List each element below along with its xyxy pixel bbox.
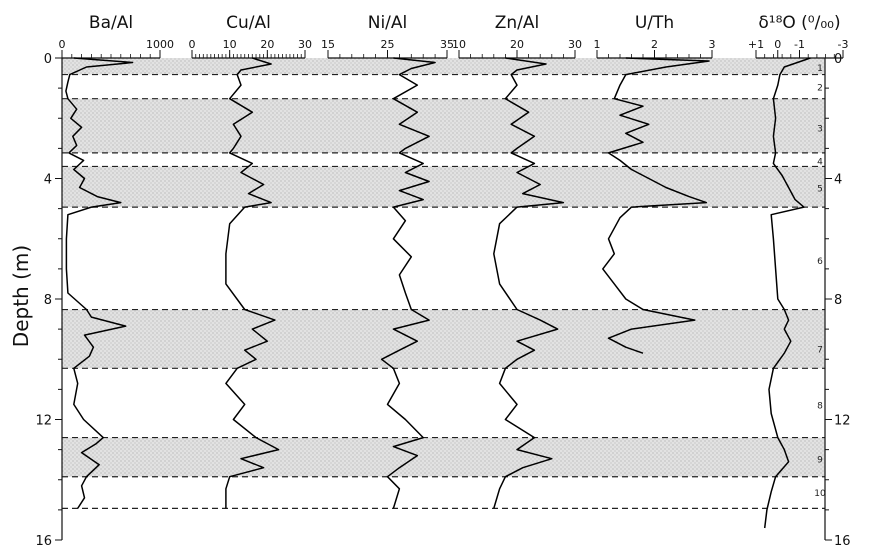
zone-label: 6 <box>817 257 823 267</box>
panel-tick-label: -1 <box>794 38 805 51</box>
panel-tick-label: 25 <box>381 38 395 51</box>
right-depth-tick-label: 12 <box>834 414 851 429</box>
shaded-zone-5 <box>62 437 825 477</box>
zone-label: 9 <box>817 456 823 466</box>
zone-label: 10 <box>814 489 826 499</box>
panel-tick-label: 30 <box>568 38 582 51</box>
panel-tick-label: 10 <box>452 38 466 51</box>
y-axis-label: Depth (m) <box>9 245 33 347</box>
panel-tick-label: 2 <box>651 38 658 51</box>
panel-2: Cu/Al 0 10 20 30 <box>189 13 312 509</box>
left-depth-tick-label: 0 <box>44 52 52 67</box>
panel-tick-label: 0 <box>774 38 781 51</box>
panel-profile-line <box>380 57 436 509</box>
right-depth-tick-label: 8 <box>834 293 842 308</box>
panel-tick-label: -3 <box>838 38 849 51</box>
panel-profile-line <box>225 57 280 509</box>
zone-labels: 1 2 3 4 5 6 7 8 9 10 <box>814 64 826 499</box>
panel-3: Ni/Al 15 25 35 <box>321 13 454 509</box>
panel-title: Ba/Al <box>89 13 133 33</box>
panel-title: U/Th <box>635 13 674 33</box>
panel-tick-label: 30 <box>298 38 312 51</box>
shaded-zone-4 <box>62 309 825 369</box>
panel-tick-label: 10 <box>223 38 237 51</box>
zone-label: 1 <box>817 64 823 74</box>
zone-label: 3 <box>817 124 823 134</box>
zone-label: 5 <box>817 185 823 195</box>
left-depth-tick-label: 8 <box>44 293 52 308</box>
shaded-zone-2 <box>62 98 825 153</box>
right-depth-tick-label: 0 <box>834 52 842 67</box>
zone-boundaries <box>62 73 825 509</box>
left-depth-tick-label: 12 <box>35 414 52 429</box>
panel-4: Zn/Al 10 20 30 <box>452 13 582 509</box>
shaded-zones <box>62 58 825 477</box>
shaded-zone-1 <box>62 58 825 75</box>
left-depth-tick-label: 16 <box>35 534 52 548</box>
right-depth-tick-label: 16 <box>834 534 851 548</box>
panel-tick-label: 20 <box>510 38 524 51</box>
panel-tick-label: 20 <box>260 38 274 51</box>
panel-tick-label: 1 <box>594 38 601 51</box>
zone-label: 8 <box>817 401 823 411</box>
panel-5: U/Th 1 2 3 <box>594 13 716 354</box>
panel-1: Ba/Al 0 1000 <box>59 13 174 509</box>
panel-tick-label: 3 <box>709 38 716 51</box>
zone-label: 7 <box>817 346 823 356</box>
panel-profile-line <box>602 57 710 354</box>
panel-tick-label: 1000 <box>146 38 174 51</box>
panel-tick-label: 35 <box>440 38 454 51</box>
panel-profile-line <box>493 57 565 509</box>
left-depth-tick-label: 4 <box>44 173 52 188</box>
shaded-zone-3 <box>62 166 825 208</box>
panel-title: δ¹⁸O (⁰/₀₀) <box>758 13 840 33</box>
zone-label: 4 <box>817 157 823 167</box>
panel-profile-line <box>763 57 811 529</box>
panel-tick-label: +1 <box>748 38 764 51</box>
panel-6: δ¹⁸O (⁰/₀₀) +1 0 -1 -3 <box>748 13 849 529</box>
zone-label: 2 <box>817 84 823 94</box>
panel-tick-label: 15 <box>321 38 335 51</box>
panel-title: Zn/Al <box>495 13 540 33</box>
panel-tick-label: 0 <box>59 38 66 51</box>
panel-title: Ni/Al <box>368 13 408 33</box>
panel-title: Cu/Al <box>226 13 271 33</box>
panel-profile-line <box>65 57 134 509</box>
right-depth-tick-label: 4 <box>834 173 842 188</box>
panel-tick-label: 0 <box>189 38 196 51</box>
